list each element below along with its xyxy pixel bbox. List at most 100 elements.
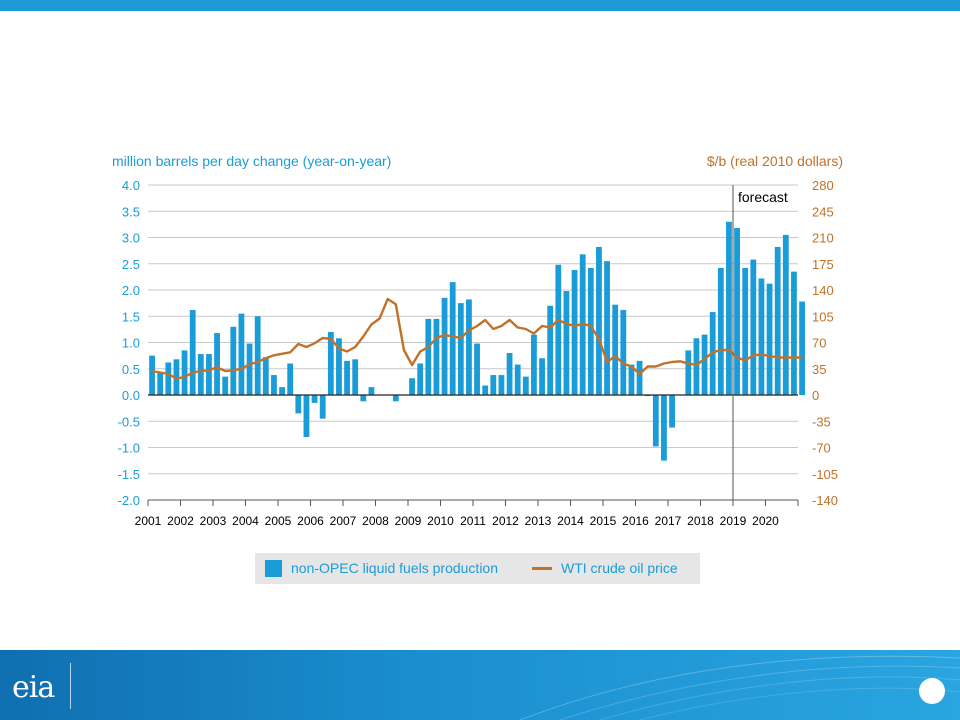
- x-tick-label: 2018: [687, 514, 714, 528]
- eia-logo: eia: [12, 670, 55, 705]
- bar-series: [149, 221, 805, 461]
- bar: [596, 246, 602, 395]
- bar: [571, 270, 578, 395]
- page-indicator-dot: [919, 678, 945, 704]
- bar: [189, 309, 196, 395]
- x-tick-label: 2005: [265, 514, 292, 528]
- x-tick-label: 2004: [232, 514, 259, 528]
- x-tick-label: 2010: [427, 514, 454, 528]
- bar: [425, 318, 432, 395]
- x-tick-label: 2003: [200, 514, 227, 528]
- bar: [539, 358, 545, 395]
- x-tick-label: 2001: [135, 514, 162, 528]
- bar: [669, 395, 675, 428]
- right-tick-label: 35: [812, 362, 826, 377]
- bar: [336, 338, 342, 395]
- gridlines: [148, 184, 798, 501]
- bar: [514, 364, 521, 395]
- bar: [295, 395, 302, 414]
- bar: [417, 363, 424, 395]
- bar: [157, 372, 164, 395]
- legend-swatch-bars: [265, 560, 282, 577]
- x-tick-label: 2019: [720, 514, 747, 528]
- legend-label-line: WTI crude oil price: [561, 560, 678, 576]
- right-tick-label: 0: [812, 388, 819, 403]
- bar: [344, 360, 350, 395]
- bar: [303, 395, 310, 437]
- bar: [734, 228, 740, 395]
- bar: [360, 395, 367, 402]
- bar: [685, 350, 692, 395]
- bar: [628, 364, 635, 395]
- bar: [457, 303, 464, 395]
- bar: [701, 334, 708, 395]
- bar: [262, 357, 269, 395]
- x-tick-label: 2002: [167, 514, 194, 528]
- bar: [652, 395, 659, 447]
- axes: 4.0 280 3.5 245 3.0 210 2.5 175 2.0 140 1.5 105 1.0 7…: [118, 178, 838, 528]
- bar: [474, 343, 480, 395]
- left-axis-title: million barrels per day change (year-on-…: [112, 153, 391, 169]
- bar: [636, 360, 643, 395]
- bar: [254, 316, 261, 395]
- bar: [319, 395, 326, 419]
- bar: [197, 354, 204, 395]
- bar: [799, 301, 805, 395]
- bar: [352, 359, 359, 395]
- bar: [149, 355, 155, 395]
- right-tick-label: 280: [812, 178, 834, 193]
- left-tick-label: 2.0: [122, 283, 140, 298]
- wti-price-line: [151, 297, 803, 380]
- x-tick-label: 2020: [752, 514, 779, 528]
- right-tick-label: 175: [812, 257, 834, 272]
- bar: [222, 376, 229, 395]
- left-tick-label: 2.5: [122, 257, 140, 272]
- bar: [547, 305, 554, 395]
- right-tick-label: 210: [812, 231, 834, 246]
- bar: [449, 282, 456, 395]
- bar: [750, 259, 757, 395]
- bar: [441, 297, 448, 395]
- right-tick-label: 140: [812, 283, 834, 298]
- bar: [774, 246, 781, 395]
- bar: [181, 350, 188, 395]
- legend-swatch-line: [532, 567, 552, 570]
- x-tick-label: 2017: [655, 514, 682, 528]
- x-tick-label: 2009: [395, 514, 422, 528]
- bar: [311, 395, 318, 403]
- bar: [758, 278, 765, 395]
- x-tick-label: 2016: [622, 514, 649, 528]
- left-tick-label: -0.5: [118, 414, 140, 429]
- bar: [214, 333, 220, 395]
- left-tick-label: 3.0: [122, 231, 140, 246]
- left-tick-label: 1.0: [122, 336, 140, 351]
- bar: [238, 313, 245, 395]
- x-tick-label: 2014: [557, 514, 584, 528]
- bar: [522, 376, 529, 395]
- bar: [279, 387, 285, 395]
- bar: [620, 309, 627, 395]
- bar: [287, 363, 294, 395]
- left-tick-label: -1.0: [118, 441, 140, 456]
- top-accent-bar: [0, 0, 960, 11]
- bar: [661, 395, 667, 461]
- footer-band: [0, 650, 960, 720]
- x-tick-label: 2015: [590, 514, 617, 528]
- bar: [604, 261, 610, 395]
- left-tick-label: 4.0: [122, 178, 140, 193]
- right-tick-label: -70: [812, 441, 831, 456]
- bar: [230, 326, 237, 395]
- bar: [433, 318, 440, 395]
- bar: [742, 267, 749, 395]
- bar: [717, 267, 724, 395]
- bar: [766, 283, 773, 395]
- line-series: [151, 297, 803, 380]
- x-tick-label: 2008: [362, 514, 389, 528]
- bar: [782, 234, 789, 395]
- bar: [726, 221, 732, 395]
- bar: [612, 304, 619, 395]
- forecast-label: forecast: [738, 189, 788, 205]
- bar: [693, 338, 700, 395]
- bar: [531, 334, 537, 395]
- x-tick-label: 2007: [330, 514, 357, 528]
